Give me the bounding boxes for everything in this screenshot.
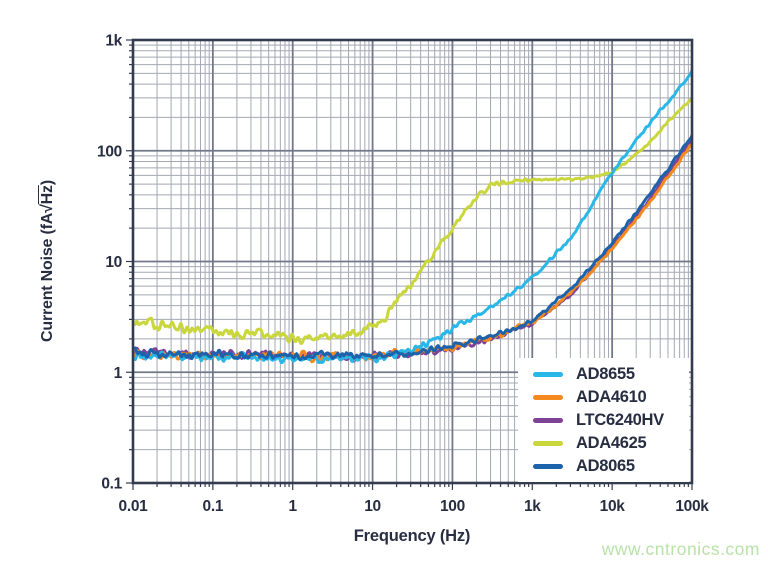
legend-item-ada4625: ADA4625 (533, 435, 689, 451)
legend-swatch-ltc6240hv (533, 417, 563, 423)
series-ad8655 (133, 69, 692, 365)
y-tick-label: 1k (105, 33, 122, 50)
sqrt-symbol: √ (39, 204, 56, 213)
legend: AD8655 ADA4610 LTC6240HV ADA4625 AD8065 (518, 358, 689, 482)
legend-label: ADA4625 (576, 433, 647, 452)
y-tick-label: 0.1 (101, 476, 122, 493)
series-curves (133, 69, 692, 365)
legend-label: AD8655 (576, 364, 635, 383)
x-tick-label: 10 (364, 498, 381, 515)
legend-swatch-ada4625 (533, 440, 563, 446)
x-tick-label: 100 (440, 498, 465, 515)
y-axis-title-text: Current Noise (fA (39, 212, 56, 342)
legend-item-ltc6240hv: LTC6240HV (533, 412, 689, 428)
y-axis-title: Current Noise (fA√Hz) (39, 180, 57, 342)
watermark: www.cntronics.com (601, 539, 760, 559)
legend-label: LTC6240HV (576, 410, 664, 429)
x-tick-label: 100k (675, 498, 709, 515)
x-tick-label: 1 (289, 498, 298, 515)
legend-swatch-ad8655 (533, 371, 563, 377)
x-tick-label: 1k (524, 498, 541, 515)
legend-label: ADA4610 (576, 387, 647, 406)
sqrt-radicand: Hz (39, 185, 56, 205)
legend-label: AD8065 (576, 456, 635, 475)
y-tick-label: 100 (97, 143, 122, 160)
x-tick-label: 10k (600, 498, 626, 515)
x-tick-label: 0.1 (203, 498, 224, 515)
legend-swatch-ada4610 (533, 394, 563, 400)
y-tick-label: 1 (114, 365, 123, 382)
plot-frame (131, 38, 694, 485)
legend-item-ada4610: ADA4610 (533, 389, 689, 405)
x-axis-title: Frequency (Hz) (353, 527, 471, 545)
y-axis-title-suffix: ) (39, 180, 56, 186)
legend-swatch-ad8065 (533, 463, 563, 469)
y-tick-label: 10 (105, 254, 122, 271)
series-ad8065 (133, 134, 692, 362)
legend-item-ad8655: AD8655 (533, 366, 689, 382)
x-tick-label: 0.01 (119, 498, 149, 515)
series-ada4625 (133, 97, 692, 345)
legend-item-ad8065: AD8065 (533, 458, 689, 474)
